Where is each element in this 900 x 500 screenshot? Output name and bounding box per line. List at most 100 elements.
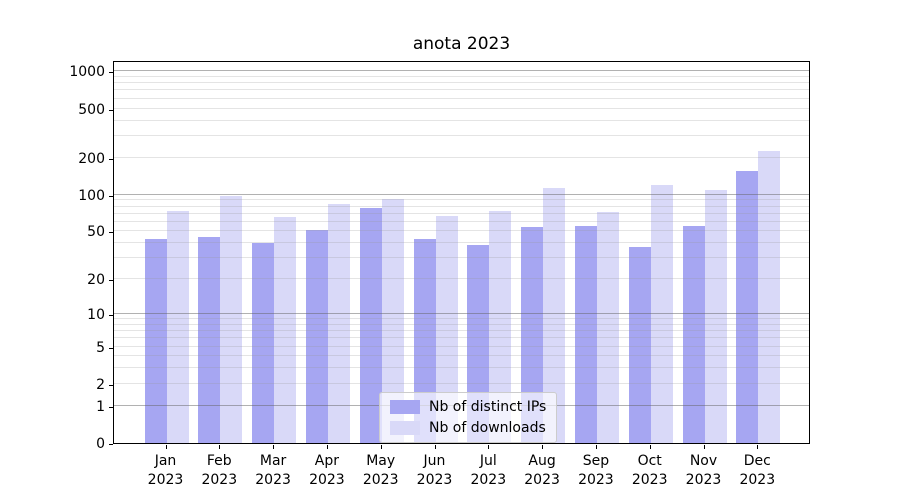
y-tick-mark bbox=[109, 280, 113, 282]
legend-swatch-downloads bbox=[390, 421, 420, 435]
x-tick-label-apr: Apr 2023 bbox=[309, 453, 345, 488]
gridline-60 bbox=[114, 220, 809, 222]
bar-distinct-ips bbox=[144, 239, 167, 443]
x-tick-mark bbox=[326, 445, 328, 449]
gridline-9 bbox=[114, 318, 809, 320]
gridline-900 bbox=[114, 75, 809, 77]
y-tick-mark bbox=[109, 315, 113, 316]
x-tick-label-aug: Aug 2023 bbox=[524, 453, 560, 488]
gridline-40 bbox=[114, 242, 809, 244]
x-tick-label-jul: Jul 2023 bbox=[470, 453, 507, 488]
gridline-90 bbox=[114, 199, 809, 201]
gridline-1000 bbox=[114, 70, 809, 72]
y-tick-mark bbox=[109, 384, 113, 386]
gridline-100 bbox=[114, 193, 809, 195]
x-tick-label-dec: Dec 2023 bbox=[739, 453, 776, 488]
x-tick-mark bbox=[219, 445, 221, 449]
bar-downloads bbox=[327, 204, 350, 443]
bar-downloads bbox=[435, 216, 458, 443]
gridline-300 bbox=[114, 134, 809, 136]
bar-downloads bbox=[220, 196, 243, 443]
gridline-70 bbox=[114, 212, 809, 214]
bar-downloads bbox=[489, 211, 512, 443]
y-tick-mark bbox=[109, 72, 113, 74]
bar-downloads bbox=[704, 190, 727, 443]
bar-distinct-ips bbox=[521, 227, 544, 443]
x-tick-mark bbox=[542, 445, 544, 449]
y-tick-mark bbox=[109, 158, 113, 160]
gridline-800 bbox=[114, 82, 809, 84]
bar-distinct-ips bbox=[305, 230, 328, 443]
x-tick-mark bbox=[165, 445, 167, 449]
x-tick-mark bbox=[380, 445, 382, 449]
gridline-600 bbox=[114, 97, 809, 99]
legend-item-downloads: Nb of downloads bbox=[390, 420, 546, 436]
y-tick-label-1: 1 bbox=[96, 398, 105, 415]
y-tick-mark bbox=[109, 195, 113, 197]
bar-distinct-ips bbox=[628, 247, 651, 443]
y-tick-mark bbox=[109, 347, 113, 349]
gridline-8 bbox=[114, 323, 809, 325]
gridline-7 bbox=[114, 330, 809, 332]
bar-distinct-ips bbox=[198, 237, 221, 443]
y-tick-label-200: 200 bbox=[78, 150, 105, 167]
plot-area: Nb of distinct IPs Nb of downloads bbox=[113, 61, 810, 444]
bar-downloads bbox=[543, 188, 566, 443]
x-tick-mark bbox=[757, 445, 759, 449]
gridline-30 bbox=[114, 257, 809, 259]
bar-distinct-ips bbox=[736, 170, 759, 443]
x-tick-mark bbox=[273, 445, 275, 449]
gridline-200 bbox=[114, 156, 809, 158]
x-tick-label-oct: Oct 2023 bbox=[631, 453, 668, 488]
gridline-6 bbox=[114, 337, 809, 339]
bar-distinct-ips bbox=[359, 207, 382, 443]
legend-label-downloads: Nb of downloads bbox=[429, 420, 546, 436]
chart-title: anota 2023 bbox=[412, 34, 511, 54]
y-tick-label-100: 100 bbox=[78, 187, 105, 204]
x-tick-mark bbox=[703, 445, 705, 449]
gridline-10 bbox=[114, 313, 809, 314]
y-tick-mark bbox=[109, 406, 113, 408]
y-tick-label-0: 0 bbox=[96, 436, 105, 452]
x-tick-label-jan: Jan 2023 bbox=[147, 453, 184, 488]
x-tick-label-mar: Mar 2023 bbox=[255, 453, 291, 488]
bar-distinct-ips bbox=[252, 243, 275, 443]
legend-item-distinct-ips: Nb of distinct IPs bbox=[390, 399, 546, 415]
y-tick-label-10: 10 bbox=[87, 307, 105, 323]
bar-downloads bbox=[596, 212, 619, 443]
x-tick-mark bbox=[595, 445, 597, 449]
gridline-80 bbox=[114, 205, 809, 207]
x-tick-label-sep: Sep 2023 bbox=[578, 453, 614, 488]
bar-downloads bbox=[381, 198, 404, 443]
bar-distinct-ips bbox=[682, 225, 705, 443]
y-tick-label-500: 500 bbox=[78, 101, 105, 118]
gridline-2 bbox=[114, 382, 809, 384]
gridline-3 bbox=[114, 367, 809, 369]
x-tick-label-nov: Nov 2023 bbox=[685, 453, 722, 488]
x-tick-mark bbox=[488, 445, 490, 449]
legend-label-distinct-ips: Nb of distinct IPs bbox=[429, 399, 547, 415]
gridline-400 bbox=[114, 119, 809, 121]
y-tick-label-1000: 1000 bbox=[69, 64, 105, 81]
gridline-5 bbox=[114, 345, 809, 347]
x-tick-mark bbox=[649, 445, 651, 449]
gridline-500 bbox=[114, 107, 809, 109]
y-tick-label-20: 20 bbox=[87, 272, 105, 289]
y-tick-label-2: 2 bbox=[96, 376, 105, 393]
bar-downloads bbox=[166, 211, 189, 443]
bar-distinct-ips bbox=[574, 226, 597, 443]
y-tick-mark bbox=[109, 232, 113, 234]
bar-downloads bbox=[758, 150, 781, 443]
x-tick-label-feb: Feb 2023 bbox=[201, 453, 238, 488]
legend-swatch-distinct-ips bbox=[390, 400, 420, 414]
gridline-700 bbox=[114, 89, 809, 91]
gridline-4 bbox=[114, 355, 809, 357]
gridline-20 bbox=[114, 278, 809, 280]
y-tick-label-50: 50 bbox=[87, 224, 105, 241]
bar-downloads bbox=[274, 216, 297, 443]
x-tick-label-jun: Jun 2023 bbox=[416, 453, 453, 488]
y-tick-label-5: 5 bbox=[96, 339, 105, 356]
x-tick-label-may: May 2023 bbox=[362, 453, 399, 488]
x-tick-mark bbox=[434, 445, 436, 449]
